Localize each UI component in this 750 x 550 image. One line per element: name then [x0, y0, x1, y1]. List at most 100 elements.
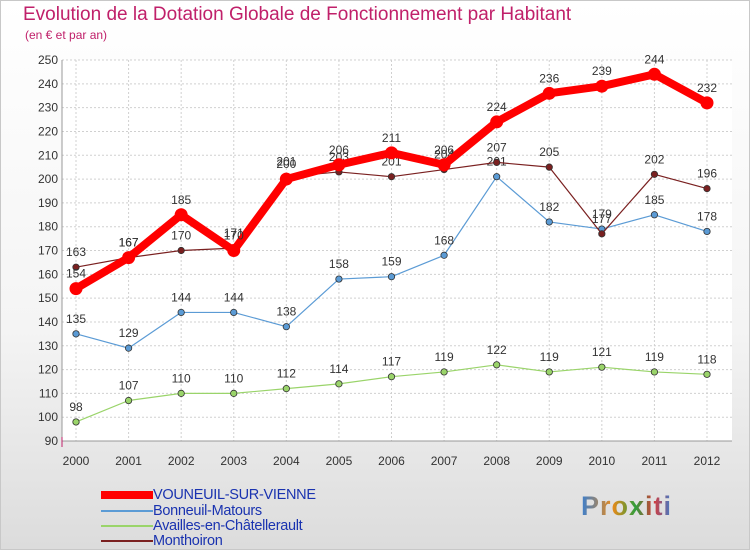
- data-label-availles-en-ch-tellerault: 119: [645, 350, 664, 364]
- data-point-availles-en-ch-tellerault: [124, 396, 133, 405]
- x-tick-label: 2004: [273, 454, 300, 468]
- y-tick-label: 120: [38, 363, 58, 377]
- legend-item-vouneuil: VOUNEUIL-SUR-VIENNE: [101, 487, 316, 503]
- x-tick-label: 2009: [536, 454, 563, 468]
- data-point-monthoiron: [545, 163, 553, 171]
- data-label-monthoiron: 171: [224, 226, 244, 240]
- data-point-bonneuil-matours: [387, 273, 396, 281]
- data-label-vouneuil-sur-vienne: 154: [66, 267, 86, 281]
- data-label-bonneuil-matours: 144: [224, 290, 244, 304]
- data-label-monthoiron: 202: [644, 152, 664, 166]
- data-point-availles-en-ch-tellerault: [545, 368, 553, 376]
- data-label-bonneuil-matours: 159: [381, 255, 401, 269]
- data-label-availles-en-ch-tellerault: 119: [540, 350, 559, 364]
- y-tick-label: 250: [38, 53, 58, 67]
- legend-item-availles: Availles-en-Châtellerault: [101, 517, 303, 534]
- data-label-monthoiron: 177: [592, 212, 612, 226]
- legend-label-availles: Availles-en-Châtellerault: [153, 517, 303, 534]
- data-point-bonneuil-matours: [650, 211, 659, 219]
- data-point-bonneuil-matours: [493, 173, 501, 181]
- x-tick-label: 2005: [326, 454, 353, 468]
- data-point-vouneuil-sur-vienne: [385, 146, 398, 160]
- y-tick-label: 130: [38, 339, 58, 353]
- data-label-monthoiron: 205: [539, 145, 559, 159]
- data-label-availles-en-ch-tellerault: 98: [69, 400, 83, 414]
- x-tick-label: 2010: [588, 454, 615, 468]
- legend-label-bonneuil: Bonneuil-Matours: [153, 502, 262, 519]
- data-point-availles-en-ch-tellerault: [598, 363, 606, 371]
- data-point-bonneuil-matours: [703, 227, 711, 236]
- data-label-bonneuil-matours: 178: [697, 209, 717, 223]
- data-point-monthoiron: [703, 184, 711, 193]
- data-point-availles-en-ch-tellerault: [440, 368, 448, 376]
- data-point-vouneuil-sur-vienne: [700, 96, 714, 110]
- data-point-vouneuil-sur-vienne: [542, 86, 556, 100]
- data-point-vouneuil-sur-vienne: [279, 172, 293, 186]
- data-label-vouneuil-sur-vienne: 185: [171, 193, 191, 207]
- chart-subtitle: (en € et par an): [25, 28, 108, 42]
- data-point-monthoiron: [650, 170, 659, 178]
- data-label-bonneuil-matours: 168: [434, 233, 454, 247]
- x-tick-label: 2001: [115, 454, 142, 468]
- y-tick-label: 240: [38, 77, 58, 91]
- y-tick-label: 160: [38, 267, 58, 281]
- data-label-availles-en-ch-tellerault: 110: [224, 371, 243, 385]
- data-label-availles-en-ch-tellerault: 114: [329, 362, 348, 376]
- data-label-availles-en-ch-tellerault: 110: [172, 371, 191, 385]
- data-label-availles-en-ch-tellerault: 119: [435, 350, 454, 364]
- data-point-bonneuil-matours: [230, 308, 238, 317]
- legend-swatch-bonneuil: [101, 509, 153, 512]
- data-point-availles-en-ch-tellerault: [335, 380, 343, 388]
- y-tick-label: 220: [38, 124, 58, 138]
- data-point-vouneuil-sur-vienne: [437, 158, 451, 172]
- data-point-vouneuil-sur-vienne: [595, 79, 609, 93]
- data-label-vouneuil-sur-vienne: 211: [382, 131, 401, 145]
- data-point-availles-en-ch-tellerault: [650, 368, 659, 376]
- data-point-availles-en-ch-tellerault: [387, 373, 396, 381]
- data-label-vouneuil-sur-vienne: 170: [224, 229, 244, 243]
- data-label-availles-en-ch-tellerault: 107: [119, 379, 139, 393]
- data-label-bonneuil-matours: 158: [329, 257, 349, 271]
- legend-swatch-vouneuil: [101, 490, 153, 499]
- data-point-vouneuil-sur-vienne: [647, 67, 661, 81]
- y-tick-label: 110: [39, 386, 58, 400]
- x-tick-label: 2008: [483, 454, 510, 468]
- x-tick-label: 2006: [378, 454, 405, 468]
- y-tick-label: 140: [38, 315, 58, 329]
- data-label-monthoiron: 167: [119, 236, 139, 250]
- data-label-availles-en-ch-tellerault: 118: [697, 352, 716, 366]
- data-label-availles-en-ch-tellerault: 117: [382, 355, 401, 369]
- data-label-bonneuil-matours: 138: [276, 305, 296, 319]
- data-point-bonneuil-matours: [72, 330, 80, 338]
- data-label-vouneuil-sur-vienne: 206: [434, 143, 454, 157]
- data-point-bonneuil-matours: [545, 218, 553, 226]
- data-point-monthoiron: [598, 230, 606, 238]
- y-tick-label: 150: [38, 291, 58, 305]
- data-point-vouneuil-sur-vienne: [69, 282, 83, 296]
- x-tick-label: 2012: [694, 454, 721, 468]
- data-point-vouneuil-sur-vienne: [227, 244, 241, 257]
- y-tick-label: 190: [38, 196, 58, 210]
- data-point-availles-en-ch-tellerault: [703, 370, 711, 378]
- x-tick-label: 2002: [168, 454, 195, 468]
- data-label-vouneuil-sur-vienne: 167: [119, 236, 139, 250]
- data-point-bonneuil-matours: [335, 275, 343, 283]
- data-label-monthoiron: 163: [66, 245, 86, 259]
- legend-item-monthoiron: Monthoiron: [101, 533, 223, 549]
- data-label-bonneuil-matours: 129: [119, 326, 139, 340]
- data-point-vouneuil-sur-vienne: [122, 251, 136, 265]
- data-point-monthoiron: [177, 246, 185, 255]
- data-point-availles-en-ch-tellerault: [282, 385, 290, 393]
- legend-item-bonneuil: Bonneuil-Matours: [101, 502, 262, 519]
- x-tick-label: 2007: [431, 454, 458, 468]
- brand-logo: Proxiti: [581, 491, 672, 522]
- y-tick-label: 100: [38, 410, 58, 424]
- data-label-availles-en-ch-tellerault: 122: [487, 343, 507, 357]
- plot-area: [62, 60, 732, 441]
- legend-swatch-monthoiron: [101, 539, 153, 542]
- data-label-availles-en-ch-tellerault: 121: [592, 345, 612, 359]
- data-label-bonneuil-matours: 185: [644, 193, 664, 207]
- x-tick-label: 2011: [642, 454, 668, 468]
- data-label-monthoiron: 207: [487, 140, 507, 154]
